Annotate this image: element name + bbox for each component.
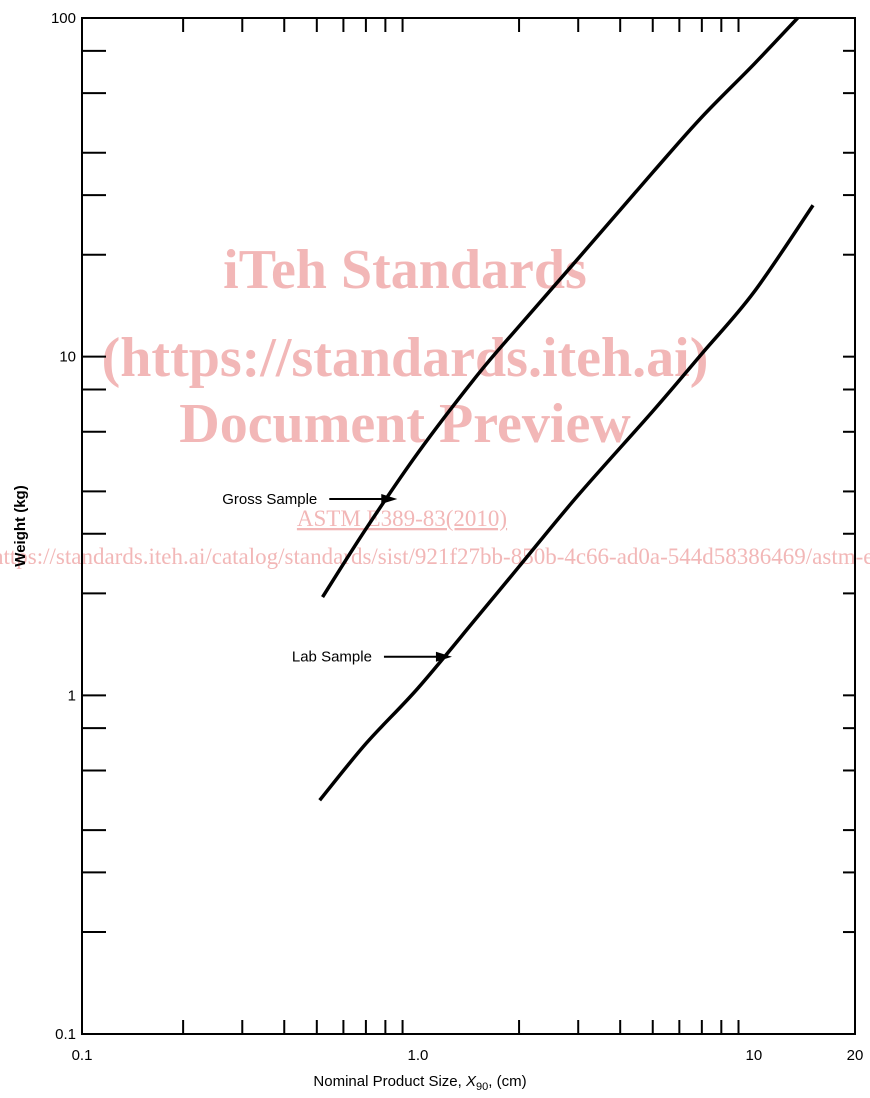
y-tick-label: 100 bbox=[51, 10, 76, 27]
x-tick-label: 20 bbox=[847, 1047, 864, 1064]
series-layer bbox=[318, 16, 815, 802]
y-tick-label: 0.1 bbox=[55, 1026, 76, 1043]
x-axis-title-variable: X bbox=[465, 1073, 477, 1090]
x-tick-label: 0.1 bbox=[72, 1047, 93, 1064]
watermark-line-5: https://standards.iteh.ai/catalog/standa… bbox=[0, 544, 870, 569]
x-axis-title: Nominal Product Size, X90, (cm) bbox=[313, 1073, 526, 1093]
y-tick-label: 1 bbox=[68, 687, 76, 704]
annotation-label-lab-sample: Lab Sample bbox=[292, 649, 372, 666]
y-tick-label: 10 bbox=[59, 349, 76, 366]
x-tick-label: 1.0 bbox=[408, 1047, 429, 1064]
watermark-line-2: (https://standards.iteh.ai) bbox=[102, 327, 709, 389]
series-line-lab-sample bbox=[318, 204, 815, 802]
x-axis-title-subscript: 90 bbox=[476, 1081, 488, 1093]
watermark: iTeh Standards (https://standards.iteh.a… bbox=[0, 239, 870, 569]
annotation-label-gross-sample: Gross Sample bbox=[222, 491, 317, 508]
annotations: Gross Sample Lab Sample bbox=[222, 491, 452, 666]
watermark-line-3: Document Preview bbox=[179, 393, 631, 455]
axis-tick-labels: 0.1 1.0 10 20 0.1 1 10 100 bbox=[51, 10, 863, 1064]
plot-frame bbox=[81, 17, 856, 1035]
axis-ticks bbox=[82, 18, 855, 1034]
annotation-arrowhead-lab-sample bbox=[435, 651, 452, 662]
watermark-line-4: ASTM E389-83(2010) bbox=[297, 506, 507, 531]
y-axis-title: Weight (kg) bbox=[12, 485, 29, 566]
series-line-gross-sample bbox=[321, 16, 799, 599]
annotation-arrowhead-gross-sample bbox=[381, 493, 398, 504]
x-tick-label: 10 bbox=[746, 1047, 763, 1064]
watermark-line-1: iTeh Standards bbox=[223, 239, 587, 301]
